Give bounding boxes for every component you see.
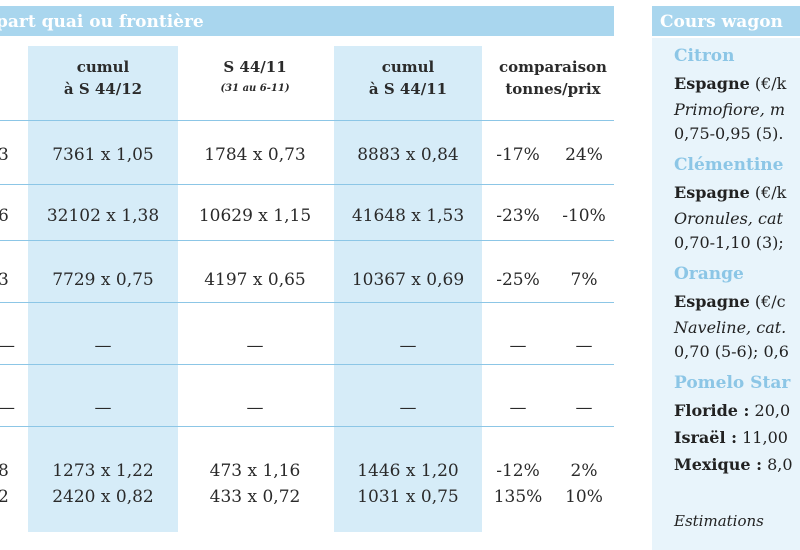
origin-unit: (€/k — [749, 74, 787, 93]
cell-cumul-2011: 41648 x 1,53 — [351, 206, 465, 226]
cell-cumul-2011: 10367 x 0,69 — [351, 270, 465, 290]
cell-cumul-2011: — — [399, 398, 417, 418]
cell-compare-price: 7% — [570, 270, 598, 290]
origin-country: Espagne — [674, 183, 750, 202]
column-shade-cumul-2011 — [334, 46, 482, 532]
column-header-subtitle: (31 au 6-11) — [220, 83, 290, 94]
cell-cumul-2012: 2420 x 0,82 — [52, 487, 154, 507]
origin-country: Mexique : — [674, 455, 762, 474]
cell-compare-price: — — [575, 336, 593, 356]
origin-price: 20,0 — [749, 401, 791, 420]
cell-compare-price: 10% — [565, 487, 603, 507]
fruit-heading-orange: Orange — [674, 264, 744, 284]
cell-week-2011: 473 x 1,16 — [209, 461, 301, 481]
cell-compare-tonnes: -25% — [496, 270, 540, 290]
column-header-line: comparaison — [499, 58, 607, 76]
fruit-heading-citron: Citron — [674, 46, 735, 66]
table-title: part quai ou frontière — [0, 12, 204, 32]
column-header-line: à S 44/12 — [63, 80, 143, 98]
row-divider — [0, 184, 614, 185]
cell-week-2011: 10629 x 1,15 — [198, 206, 312, 226]
cell-cumul-2011: 1031 x 0,75 — [357, 487, 459, 507]
cell-compare-tonnes: -17% — [496, 145, 540, 165]
cell-cumul-2012: 1273 x 1,22 — [52, 461, 154, 481]
cell-cumul-2012: 32102 x 1,38 — [46, 206, 160, 226]
row-divider — [0, 426, 614, 427]
cell-compare-tonnes: — — [509, 336, 527, 356]
row-edge-value: 6 — [0, 206, 9, 226]
row-edge-value: — — [0, 396, 15, 420]
price-origin-line: Espagne (€/c — [674, 292, 786, 312]
column-header-cumul-2011: cumul à S 44/11 — [334, 56, 482, 100]
wagon-header-bar: Cours wagon — [652, 6, 800, 36]
column-header-line: à S 44/11 — [368, 80, 448, 98]
origin-price: 8,0 — [761, 455, 793, 474]
origin-country: Espagne — [674, 74, 750, 93]
cell-cumul-2012: 7361 x 1,05 — [52, 145, 154, 165]
price-origin-line: Espagne (€/k — [674, 74, 786, 94]
cell-compare-tonnes: — — [509, 398, 527, 418]
wagon-panel-body — [652, 38, 800, 550]
column-header-cumul-2012: cumul à S 44/12 — [28, 56, 178, 100]
cell-compare-price: 2% — [570, 461, 598, 481]
price-origin-line: Floride : 20,0 — [674, 401, 790, 421]
origin-country: Israël : — [674, 428, 738, 447]
cell-week-2011: — — [246, 336, 264, 356]
cell-week-2011: 4197 x 0,65 — [204, 270, 306, 290]
row-edge-value: 2 — [0, 487, 9, 507]
cell-week-2011: 433 x 0,72 — [209, 487, 301, 507]
origin-unit: (€/k — [749, 183, 787, 202]
cell-cumul-2011: — — [399, 336, 417, 356]
variety-line: Primofiore, m — [674, 100, 786, 119]
row-edge-value: 3 — [0, 145, 9, 165]
column-header-line: cumul — [381, 58, 435, 76]
origin-price: 11,00 — [737, 428, 788, 447]
cell-compare-price: 24% — [565, 145, 603, 165]
price-range-line: 0,75-0,95 (5). — [674, 124, 784, 143]
cell-week-2011: 1784 x 0,73 — [204, 145, 306, 165]
wagon-prices-panel: Cours wagon Citron Espagne (€/k Primofio… — [652, 0, 800, 550]
row-divider — [0, 364, 614, 365]
column-header-week-2011: S 44/11 (31 au 6-11) — [180, 56, 330, 100]
origin-country: Floride : — [674, 401, 750, 420]
column-header-line: cumul — [76, 58, 130, 76]
cell-compare-tonnes: -12% — [496, 461, 540, 481]
origin-unit: (€/c — [749, 292, 786, 311]
cell-cumul-2012: 7729 x 0,75 — [52, 270, 154, 290]
price-range-line: 0,70 (5-6); 0,6 — [674, 342, 789, 361]
price-origin-line: Espagne (€/k — [674, 183, 786, 203]
table-header-bar: part quai ou frontière — [0, 6, 614, 36]
price-range-line: 0,70-1,10 (3); — [674, 233, 784, 252]
cell-cumul-2011: 1446 x 1,20 — [357, 461, 459, 481]
variety-line: Naveline, cat. — [674, 318, 787, 337]
variety-line: Oronules, cat — [674, 209, 783, 228]
cell-compare-tonnes: 135% — [493, 487, 543, 507]
column-header-line: S 44/11 — [223, 58, 287, 76]
cell-compare-price: — — [575, 398, 593, 418]
price-origin-line: Mexique : 8,0 — [674, 455, 793, 475]
cell-compare-price: -10% — [562, 206, 606, 226]
fruit-heading-pomelo: Pomelo Star — [674, 373, 791, 393]
cell-cumul-2011: 8883 x 0,84 — [357, 145, 459, 165]
row-divider — [0, 120, 614, 121]
row-edge-value: 8 — [0, 461, 9, 481]
price-origin-line: Israël : 11,00 — [674, 428, 788, 448]
fruit-heading-clementine: Clémentine — [674, 155, 784, 175]
cell-compare-tonnes: -23% — [496, 206, 540, 226]
estimations-note: Estimations — [674, 512, 764, 530]
cell-cumul-2012: — — [94, 398, 112, 418]
row-divider — [0, 240, 614, 241]
column-header-line: tonnes/prix — [505, 80, 601, 98]
cell-cumul-2012: — — [94, 336, 112, 356]
wagon-panel-title: Cours wagon — [660, 12, 783, 32]
column-header-comparison: comparaison tonnes/prix — [486, 56, 620, 100]
origin-country: Espagne — [674, 292, 750, 311]
cell-week-2011: — — [246, 398, 264, 418]
column-shade-cumul-2012 — [28, 46, 178, 532]
shipments-table-panel: part quai ou frontière cumul à S 44/12 S… — [0, 6, 620, 532]
row-edge-value: 3 — [0, 270, 9, 290]
row-divider — [0, 302, 614, 303]
row-edge-value: — — [0, 334, 15, 358]
